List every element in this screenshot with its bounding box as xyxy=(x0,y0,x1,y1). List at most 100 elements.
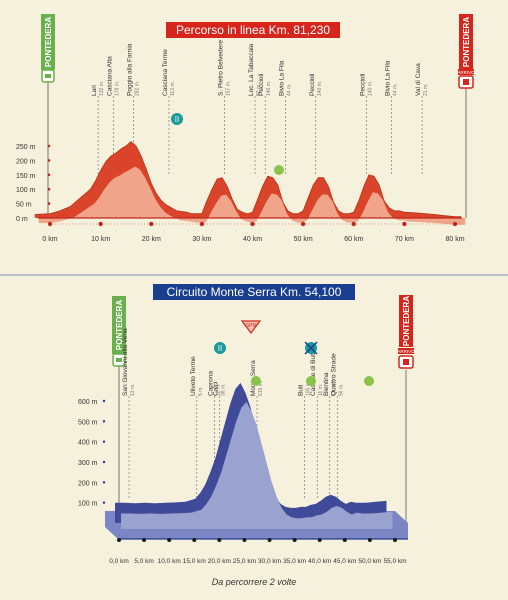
top-annotation-alt: 178 m. xyxy=(114,81,120,96)
top-title-text: Percorso in linea Km. 81,230 xyxy=(176,23,330,37)
bottom-title-text: Circuito Monte Serra Km. 54,100 xyxy=(167,285,342,299)
bottom-start-label: PONTEDERA xyxy=(115,300,124,350)
top-chart: Lari 132 m. Casciana Alta 178 m. Poggio alla… xyxy=(16,40,466,243)
top-annotation-alt: 157 m. xyxy=(226,81,232,96)
bottom-x-tick-dot xyxy=(393,538,397,542)
top-x-tick-dot xyxy=(452,221,458,227)
top-annotation-alt: 140 m. xyxy=(317,81,323,96)
top-x-tick-label: 50 km xyxy=(294,236,313,243)
bottom-x-tick-dot xyxy=(267,538,272,542)
bottom-feed-icon xyxy=(214,342,226,354)
bottom-x-tick-dot xyxy=(292,538,297,542)
top-profile-line xyxy=(34,141,462,217)
bottom-profile xyxy=(105,382,408,540)
top-x-axis: 0 km 10 km 20 km 30 km 40 km 50 km 60 km 70 km 8… xyxy=(42,221,465,243)
bottom-annotation-alt: 105 m. xyxy=(306,381,312,396)
bottom-annotation-alt: 13 m. xyxy=(331,383,337,396)
bottom-x-tick-label: 35,0 km xyxy=(283,558,306,565)
top-sprint-icon xyxy=(274,165,284,175)
bottom-annotation-alt: 13 m. xyxy=(130,383,136,396)
bottom-annotation-label: Bientina xyxy=(323,372,330,396)
top-annotation-alt: 21 m. xyxy=(423,83,429,96)
bottom-x-tick-label: 25,0 km xyxy=(233,558,256,565)
bottom-x-tick-label: 20,0 km xyxy=(208,558,231,565)
bottom-x-tick-dot xyxy=(192,538,197,542)
top-x-tick-dot xyxy=(98,221,103,227)
bottom-y-tick-dot xyxy=(102,399,106,403)
bottom-x-tick-label: 40,0 km xyxy=(308,558,331,565)
bottom-y-tick-label: 300 m xyxy=(78,460,98,467)
top-annotation-alt: 140 m. xyxy=(367,81,373,96)
bottom-y-tick-label: 100 m xyxy=(78,501,98,508)
top-x-tick-label: 0 km xyxy=(42,236,57,243)
bottom-y-tick-dot xyxy=(102,420,106,423)
bottom-annotation-label: Quattro Strade xyxy=(330,353,337,396)
bottom-x-tick-dot xyxy=(167,538,172,542)
top-y-tick-label: 200 m xyxy=(16,158,36,165)
bottom-x-tick-label: 0,0 km xyxy=(109,558,129,565)
bottom-x-tick-label: 15,0 km xyxy=(183,558,206,565)
bottom-annotations: San Giovanni alla Vena 13 m. Uliveto Terme… xyxy=(122,328,344,499)
bottom-profile-front xyxy=(121,402,393,529)
top-annotation-label: Poggio alla Farnia xyxy=(127,43,134,96)
bottom-x-tick-label: 5,0 km xyxy=(134,558,154,565)
svg-text:II: II xyxy=(218,344,222,353)
bottom-annotation-label: Calci xyxy=(212,382,219,396)
top-x-tick-dot xyxy=(402,221,407,227)
bottom-y-tick-dot xyxy=(102,501,106,504)
bottom-y-tick-label: 400 m xyxy=(78,440,98,447)
top-annotation-label: Bivio La Fila xyxy=(278,60,285,96)
bottom-annotation-alt: 56 m. xyxy=(338,383,344,396)
top-annotation-label: Loc. La Tabaccaia xyxy=(248,43,255,96)
top-finish-badge: ARRIVO xyxy=(457,70,475,75)
top-annotation-label: Peccioli xyxy=(309,74,316,96)
top-annotation-alt: 113 m. xyxy=(170,81,176,96)
top-x-tick-label: 80 km xyxy=(445,236,464,243)
top-annotation-label: S. Pietro Belvedere xyxy=(218,40,225,96)
bottom-x-tick-dot xyxy=(117,538,121,542)
bottom-x-tick-label: 50,0 km xyxy=(358,558,381,565)
bottom-y-tick-dot xyxy=(102,481,106,484)
top-x-tick-label: 10 km xyxy=(91,236,110,243)
bottom-annotation-label: Uliveto Terme xyxy=(190,356,197,396)
top-annotation-alt: 44 m. xyxy=(393,83,399,96)
gpm-badge: GPM xyxy=(245,323,256,329)
bottom-x-tick-dot xyxy=(142,538,147,542)
top-x-tick-dot xyxy=(149,221,154,227)
bottom-sprint-icon-1 xyxy=(251,376,261,386)
top-annotation-alt: 44 m. xyxy=(286,83,292,96)
bottom-annotation-alt: 5 m. xyxy=(198,386,204,396)
top-y-tick-label: 100 m xyxy=(16,187,36,194)
top-annotation-alt: 132 m. xyxy=(99,81,105,96)
bottom-chart: San Giovanni alla Vena 13 m. Uliveto Terme… xyxy=(78,320,408,565)
top-start-label: PONTEDERA xyxy=(44,17,53,67)
bottom-finish-tag: PONTEDERA ARRIVO xyxy=(397,295,415,538)
top-annotation-label: Bivio La Fila xyxy=(385,60,392,96)
bottom-finish-badge: ARRIVO xyxy=(397,349,415,354)
bottom-x-tick-dot xyxy=(367,538,372,542)
top-annotation-alt: 52 m. xyxy=(256,83,262,96)
top-x-tick-label: 60 km xyxy=(344,236,363,243)
top-y-tick-dot xyxy=(47,187,51,191)
bottom-x-tick-dot xyxy=(217,538,222,542)
bottom-x-tick-label: 45,0 km xyxy=(333,558,356,565)
bottom-x-tick-label: 30,0 km xyxy=(258,558,281,565)
top-annotation-label: Casciana Alta xyxy=(106,56,113,96)
top-title-banner: Percorso in linea Km. 81,230 xyxy=(166,22,340,38)
top-annotation-alt: 282 m. xyxy=(135,81,141,96)
bottom-y-tick-dot xyxy=(102,440,106,443)
bottom-x-tick-dot xyxy=(242,538,247,542)
gpm-marker: GPM xyxy=(240,320,262,334)
top-y-tick-dot xyxy=(47,173,51,177)
bottom-annotation-alt: 615 m. xyxy=(258,381,264,396)
top-x-tick-dot xyxy=(47,221,53,227)
top-y-tick-label: 50 m xyxy=(16,202,32,209)
top-x-tick-dot xyxy=(351,221,356,227)
bottom-x-tick-dot xyxy=(342,538,347,542)
top-y-tick-label: 250 m xyxy=(16,144,36,151)
top-profile xyxy=(34,141,466,225)
bottom-y-tick-label: 500 m xyxy=(78,419,98,426)
bottom-x-tick-label: 55,0 km xyxy=(383,558,406,565)
top-annotation-label: Casciana Terme xyxy=(162,49,169,96)
